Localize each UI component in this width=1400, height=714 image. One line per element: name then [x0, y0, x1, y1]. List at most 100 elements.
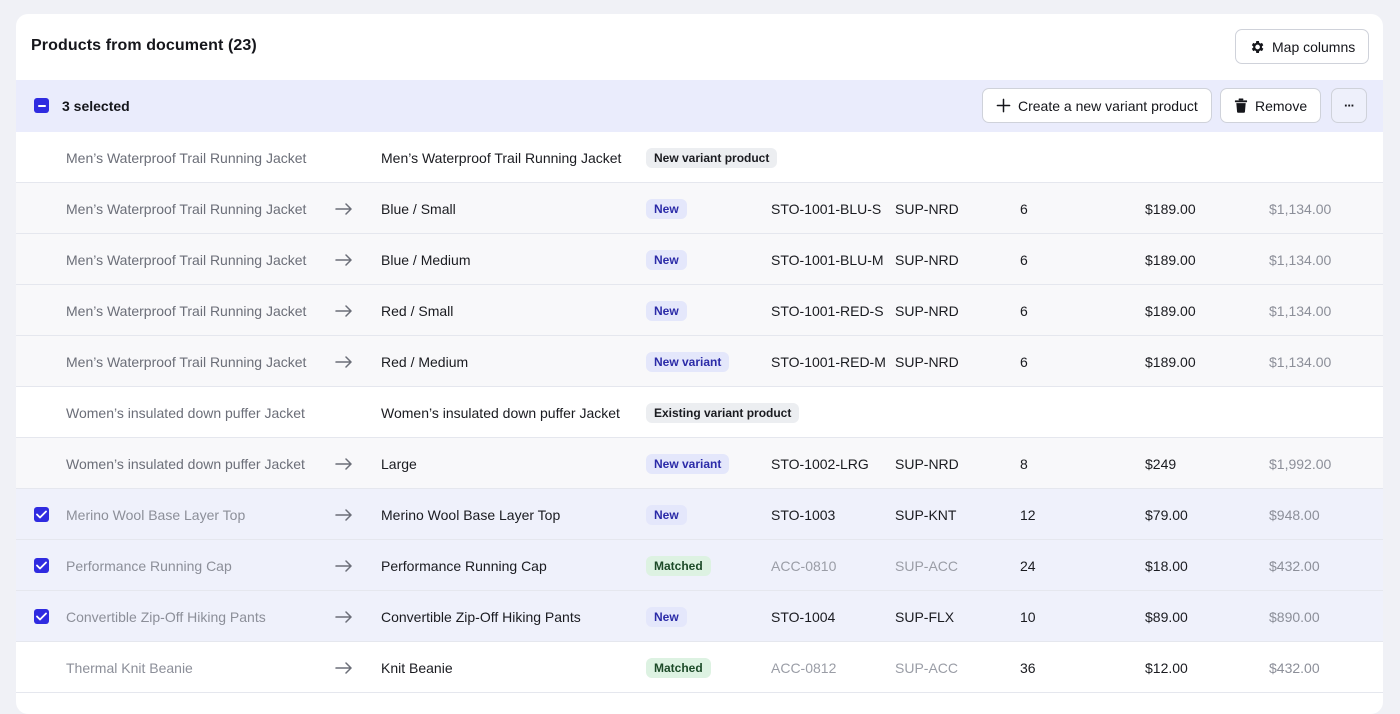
source-product-name: Convertible Zip-Off Hiking Pants	[66, 608, 266, 625]
status-badge-label: New variant product	[646, 147, 778, 168]
source-product-name: Men’s Waterproof Trail Running Jacket	[66, 302, 307, 319]
remove-button[interactable]: Remove	[1220, 88, 1322, 123]
line-total: $432.00	[1269, 557, 1320, 574]
more-actions-button[interactable]: ···	[1331, 88, 1367, 123]
map-columns-button[interactable]: Map columns	[1235, 29, 1370, 64]
supplier-code: SUP-ACC	[895, 659, 959, 676]
create-variant-button[interactable]: Create a new variant product	[982, 88, 1212, 123]
status-badge: New	[646, 183, 687, 234]
line-total: $948.00	[1269, 506, 1320, 523]
line-total: $432.00	[1269, 659, 1320, 676]
line-total: $1,134.00	[1269, 353, 1332, 370]
card-header: Products from document (23) Map columns	[16, 14, 1383, 80]
unit-price: $189.00	[1145, 353, 1196, 370]
sku: STO-1001-RED-M	[771, 353, 886, 370]
product-rows: Men’s Waterproof Trail Running Jacket Men…	[16, 132, 1383, 693]
table-row[interactable]: Men’s Waterproof Trail Running Jacket Blu…	[16, 234, 1383, 285]
product-name: Blue / Medium	[381, 251, 471, 268]
table-row[interactable]: Men’s Waterproof Trail Running Jacket Red…	[16, 336, 1383, 387]
status-badge: New variant	[646, 336, 730, 387]
arrow-right-icon	[335, 285, 353, 336]
product-name: Knit Beanie	[381, 659, 453, 676]
checkbox-checked-icon[interactable]	[34, 558, 49, 573]
sku: ACC-0812	[771, 659, 837, 676]
quantity: 12	[1020, 506, 1036, 523]
trash-icon	[1234, 98, 1248, 113]
remove-label: Remove	[1255, 97, 1308, 114]
status-badge: New variant product	[646, 132, 778, 183]
source-product-name: Men’s Waterproof Trail Running Jacket	[66, 353, 307, 370]
product-name: Large	[381, 455, 417, 472]
page-title: Products from document (23)	[31, 37, 257, 54]
table-row[interactable]: Convertible Zip-Off Hiking Pants Converti…	[16, 591, 1383, 642]
table-row[interactable]: Men’s Waterproof Trail Running Jacket Red…	[16, 285, 1383, 336]
status-badge: New	[646, 591, 687, 642]
arrow-right-icon	[335, 591, 353, 642]
unit-price: $18.00	[1145, 557, 1188, 574]
unit-price: $79.00	[1145, 506, 1188, 523]
arrow-right-icon	[335, 438, 353, 489]
checkbox-checked-icon[interactable]	[34, 609, 49, 624]
supplier-code: SUP-NRD	[895, 302, 959, 319]
table-row[interactable]: Women’s insulated down puffer Jacket Wome…	[16, 387, 1383, 438]
quantity: 6	[1020, 353, 1028, 370]
gear-icon	[1249, 39, 1265, 55]
source-product-name: Thermal Knit Beanie	[66, 659, 193, 676]
source-product-name: Men’s Waterproof Trail Running Jacket	[66, 251, 307, 268]
supplier-code: SUP-NRD	[895, 353, 959, 370]
product-name: Merino Wool Base Layer Top	[381, 506, 561, 523]
status-badge-label: Matched	[646, 657, 711, 678]
checkbox-indeterminate-icon[interactable]	[34, 98, 49, 113]
table-row[interactable]: Merino Wool Base Layer Top Merino Wool Ba…	[16, 489, 1383, 540]
sku: STO-1004	[771, 608, 836, 625]
arrow-right-icon	[335, 489, 353, 540]
arrow-right-icon	[335, 234, 353, 285]
table-row[interactable]: Men’s Waterproof Trail Running Jacket Blu…	[16, 183, 1383, 234]
unit-price: $89.00	[1145, 608, 1188, 625]
quantity: 6	[1020, 200, 1028, 217]
sku: STO-1001-RED-S	[771, 302, 884, 319]
status-badge-label: Matched	[646, 555, 711, 576]
arrow-right-icon	[335, 642, 353, 693]
status-badge-label: New	[646, 249, 687, 270]
sku: STO-1003	[771, 506, 836, 523]
supplier-code: SUP-ACC	[895, 557, 959, 574]
line-total: $1,134.00	[1269, 200, 1332, 217]
source-product-name: Merino Wool Base Layer Top	[66, 506, 246, 523]
source-product-name: Men’s Waterproof Trail Running Jacket	[66, 149, 307, 166]
product-name: Men’s Waterproof Trail Running Jacket	[381, 149, 622, 166]
source-product-name: Women’s insulated down puffer Jacket	[66, 404, 305, 421]
line-total: $890.00	[1269, 608, 1320, 625]
status-badge: Existing variant product	[646, 387, 800, 438]
status-badge: Matched	[646, 642, 711, 693]
sku: STO-1001-BLU-S	[771, 200, 882, 217]
plus-icon	[996, 98, 1011, 113]
status-badge-label: New variant	[646, 351, 730, 372]
sku: STO-1002-LRG	[771, 455, 869, 472]
unit-price: $249	[1145, 455, 1177, 472]
table-row[interactable]: Thermal Knit Beanie Knit Beanie Matched ACC…	[16, 642, 1383, 693]
supplier-code: SUP-NRD	[895, 251, 959, 268]
status-badge-label: Existing variant product	[646, 402, 800, 423]
table-row[interactable]: Women’s insulated down puffer Jacket Larg…	[16, 438, 1383, 489]
product-name: Performance Running Cap	[381, 557, 547, 574]
table-row[interactable]: Men’s Waterproof Trail Running Jacket Men…	[16, 132, 1383, 183]
source-product-name: Women’s insulated down puffer Jacket	[66, 455, 305, 472]
status-badge-label: New	[646, 300, 687, 321]
status-badge: Matched	[646, 540, 711, 591]
products-card: Products from document (23) Map columns …	[16, 14, 1383, 714]
product-name: Red / Small	[381, 302, 454, 319]
unit-price: $12.00	[1145, 659, 1188, 676]
unit-price: $189.00	[1145, 302, 1196, 319]
status-badge: New	[646, 285, 687, 336]
line-total: $1,134.00	[1269, 302, 1332, 319]
product-name: Convertible Zip-Off Hiking Pants	[381, 608, 581, 625]
table-row[interactable]: Performance Running Cap Performance Runni…	[16, 540, 1383, 591]
status-badge: New variant	[646, 438, 730, 489]
arrow-right-icon	[335, 540, 353, 591]
checkbox-checked-icon[interactable]	[34, 507, 49, 522]
status-badge: New	[646, 234, 687, 285]
product-name: Red / Medium	[381, 353, 469, 370]
line-total: $1,134.00	[1269, 251, 1332, 268]
supplier-code: SUP-FLX	[895, 608, 955, 625]
